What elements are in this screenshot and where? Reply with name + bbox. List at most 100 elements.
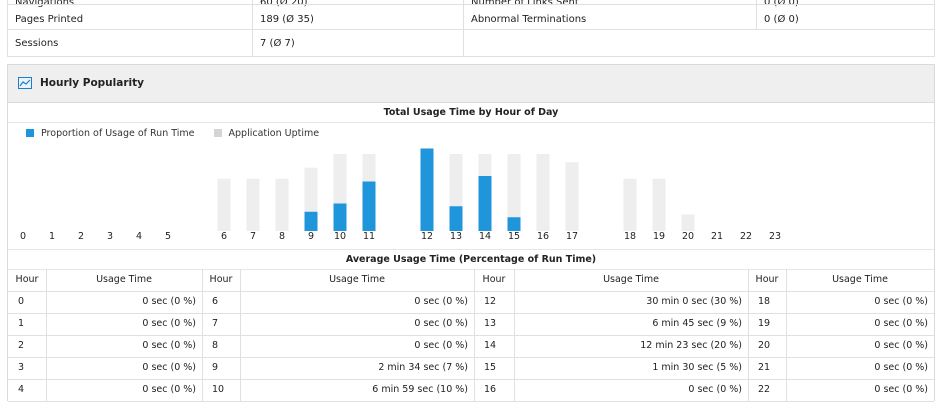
- x-tick-label: 15: [507, 231, 521, 242]
- x-tick-label: 18: [623, 231, 637, 242]
- column-header-hour: Hour: [482, 274, 506, 285]
- summary-table: Navigations 60 (Ø 20) Number of Links Se…: [7, 0, 935, 57]
- x-tick-label: 5: [164, 231, 172, 242]
- usage-time-cell: 6 min 45 sec (9 %): [652, 318, 742, 329]
- usage-time-cell: 2 min 34 sec (7 %): [378, 362, 468, 373]
- legend-swatch-uptime: [213, 129, 222, 137]
- summary-value: 189 (Ø 35): [260, 14, 314, 25]
- column-header-usage: Usage Time: [96, 274, 152, 285]
- usage-time-cell: 0 sec (0 %): [874, 384, 928, 395]
- summary-row: Pages Printed 189 (Ø 35) Abnormal Termin…: [8, 11, 934, 29]
- x-tick-label: 4: [135, 231, 143, 242]
- usage-bar: [362, 181, 376, 231]
- legend-label-uptime: Application Uptime: [228, 128, 320, 139]
- x-tick-label: 14: [478, 231, 492, 242]
- column-header-usage: Usage Time: [832, 274, 888, 285]
- usage-time-cell: 0 sec (0 %): [874, 340, 928, 351]
- uptime-bar: [246, 178, 260, 231]
- x-tick-label: 7: [249, 231, 257, 242]
- uptime-bar: [652, 178, 666, 231]
- usage-time-cell: 0 sec (0 %): [142, 384, 196, 395]
- usage-bar: [507, 217, 521, 231]
- x-tick-label: 17: [565, 231, 579, 242]
- usage-time-cell: 0 sec (0 %): [142, 362, 196, 373]
- x-tick-label: 9: [307, 231, 315, 242]
- usage-time-cell: 0 sec (0 %): [874, 318, 928, 329]
- x-tick-label: 8: [278, 231, 286, 242]
- usage-time-cell: 12 min 23 sec (20 %): [640, 340, 742, 351]
- hour-cell: 22: [758, 384, 771, 395]
- hour-cell: 20: [758, 340, 771, 351]
- column-header-hour: Hour: [15, 274, 39, 285]
- hour-cell: 4: [18, 384, 25, 395]
- x-tick-label: 19: [652, 231, 666, 242]
- x-tick-label: 3: [106, 231, 114, 242]
- summary-value: 7 (Ø 7): [260, 38, 295, 49]
- legend-item-uptime: Application Uptime: [213, 127, 320, 141]
- uptime-bar: [275, 178, 289, 231]
- usage-bar: [420, 148, 434, 231]
- column-header-usage: Usage Time: [329, 274, 385, 285]
- hour-cell: 2: [18, 340, 25, 351]
- usage-bar: [478, 176, 492, 231]
- hour-cell: 19: [758, 318, 771, 329]
- x-tick-label: 13: [449, 231, 463, 242]
- hour-cell: 3: [18, 362, 25, 373]
- summary-row: Sessions 7 (Ø 7): [8, 35, 934, 53]
- hour-cell: 10: [212, 384, 225, 395]
- chart-legend: Proportion of Usage of Run Time Applicat…: [26, 127, 335, 141]
- x-tick-label: 23: [768, 231, 782, 242]
- usage-time-cell: 0 sec (0 %): [688, 384, 742, 395]
- hour-cell: 0: [18, 296, 25, 307]
- column-header-hour: Hour: [209, 274, 233, 285]
- hour-cell: 15: [484, 362, 497, 373]
- x-tick-label: 21: [710, 231, 724, 242]
- hour-cell: 6: [212, 296, 219, 307]
- usage-time-cell: 6 min 59 sec (10 %): [372, 384, 468, 395]
- hour-cell: 9: [212, 362, 219, 373]
- column-header-usage: Usage Time: [603, 274, 659, 285]
- x-tick-label: 12: [420, 231, 434, 242]
- x-tick-label: 2: [77, 231, 85, 242]
- hour-cell: 14: [484, 340, 497, 351]
- hour-cell: 12: [484, 296, 497, 307]
- hour-cell: 8: [212, 340, 219, 351]
- avg-table-title: Average Usage Time (Percentage of Run Ti…: [8, 249, 934, 270]
- hour-cell: 18: [758, 296, 771, 307]
- uptime-bar: [507, 154, 521, 231]
- uptime-bar: [565, 162, 579, 231]
- usage-time-cell: 0 sec (0 %): [874, 296, 928, 307]
- hourly-bar-chart: [217, 148, 695, 231]
- usage-time-cell: 0 sec (0 %): [142, 296, 196, 307]
- usage-time-cell: 30 min 0 sec (30 %): [646, 296, 742, 307]
- usage-time-cell: 0 sec (0 %): [142, 340, 196, 351]
- summary-label: Sessions: [15, 38, 59, 49]
- uptime-bar: [217, 178, 231, 231]
- summary-label: Pages Printed: [15, 14, 84, 25]
- usage-time-cell: 0 sec (0 %): [142, 318, 196, 329]
- hour-cell: 7: [212, 318, 219, 329]
- usage-time-cell: 0 sec (0 %): [874, 362, 928, 373]
- section-header: Hourly Popularity: [8, 65, 934, 103]
- x-tick-label: 1: [48, 231, 56, 242]
- uptime-bar: [681, 214, 695, 231]
- summary-value: 0 (Ø 0): [764, 14, 799, 25]
- usage-time-cell: 1 min 30 sec (5 %): [652, 362, 742, 373]
- hour-cell: 16: [484, 384, 497, 395]
- uptime-bar: [623, 178, 637, 231]
- x-tick-label: 6: [220, 231, 228, 242]
- summary-label: Abnormal Terminations: [471, 14, 587, 25]
- x-tick-label: 22: [739, 231, 753, 242]
- usage-bar: [304, 211, 318, 231]
- usage-bar: [449, 206, 463, 231]
- legend-label-usage: Proportion of Usage of Run Time: [41, 128, 195, 139]
- x-tick-label: 11: [362, 231, 376, 242]
- chart-title: Total Usage Time by Hour of Day: [8, 103, 934, 123]
- line-chart-icon: [18, 77, 32, 89]
- usage-time-cell: 0 sec (0 %): [414, 318, 468, 329]
- x-tick-label: 20: [681, 231, 695, 242]
- x-tick-label: 16: [536, 231, 550, 242]
- hour-cell: 21: [758, 362, 771, 373]
- x-tick-label: 10: [333, 231, 347, 242]
- section-title: Hourly Popularity: [40, 77, 144, 89]
